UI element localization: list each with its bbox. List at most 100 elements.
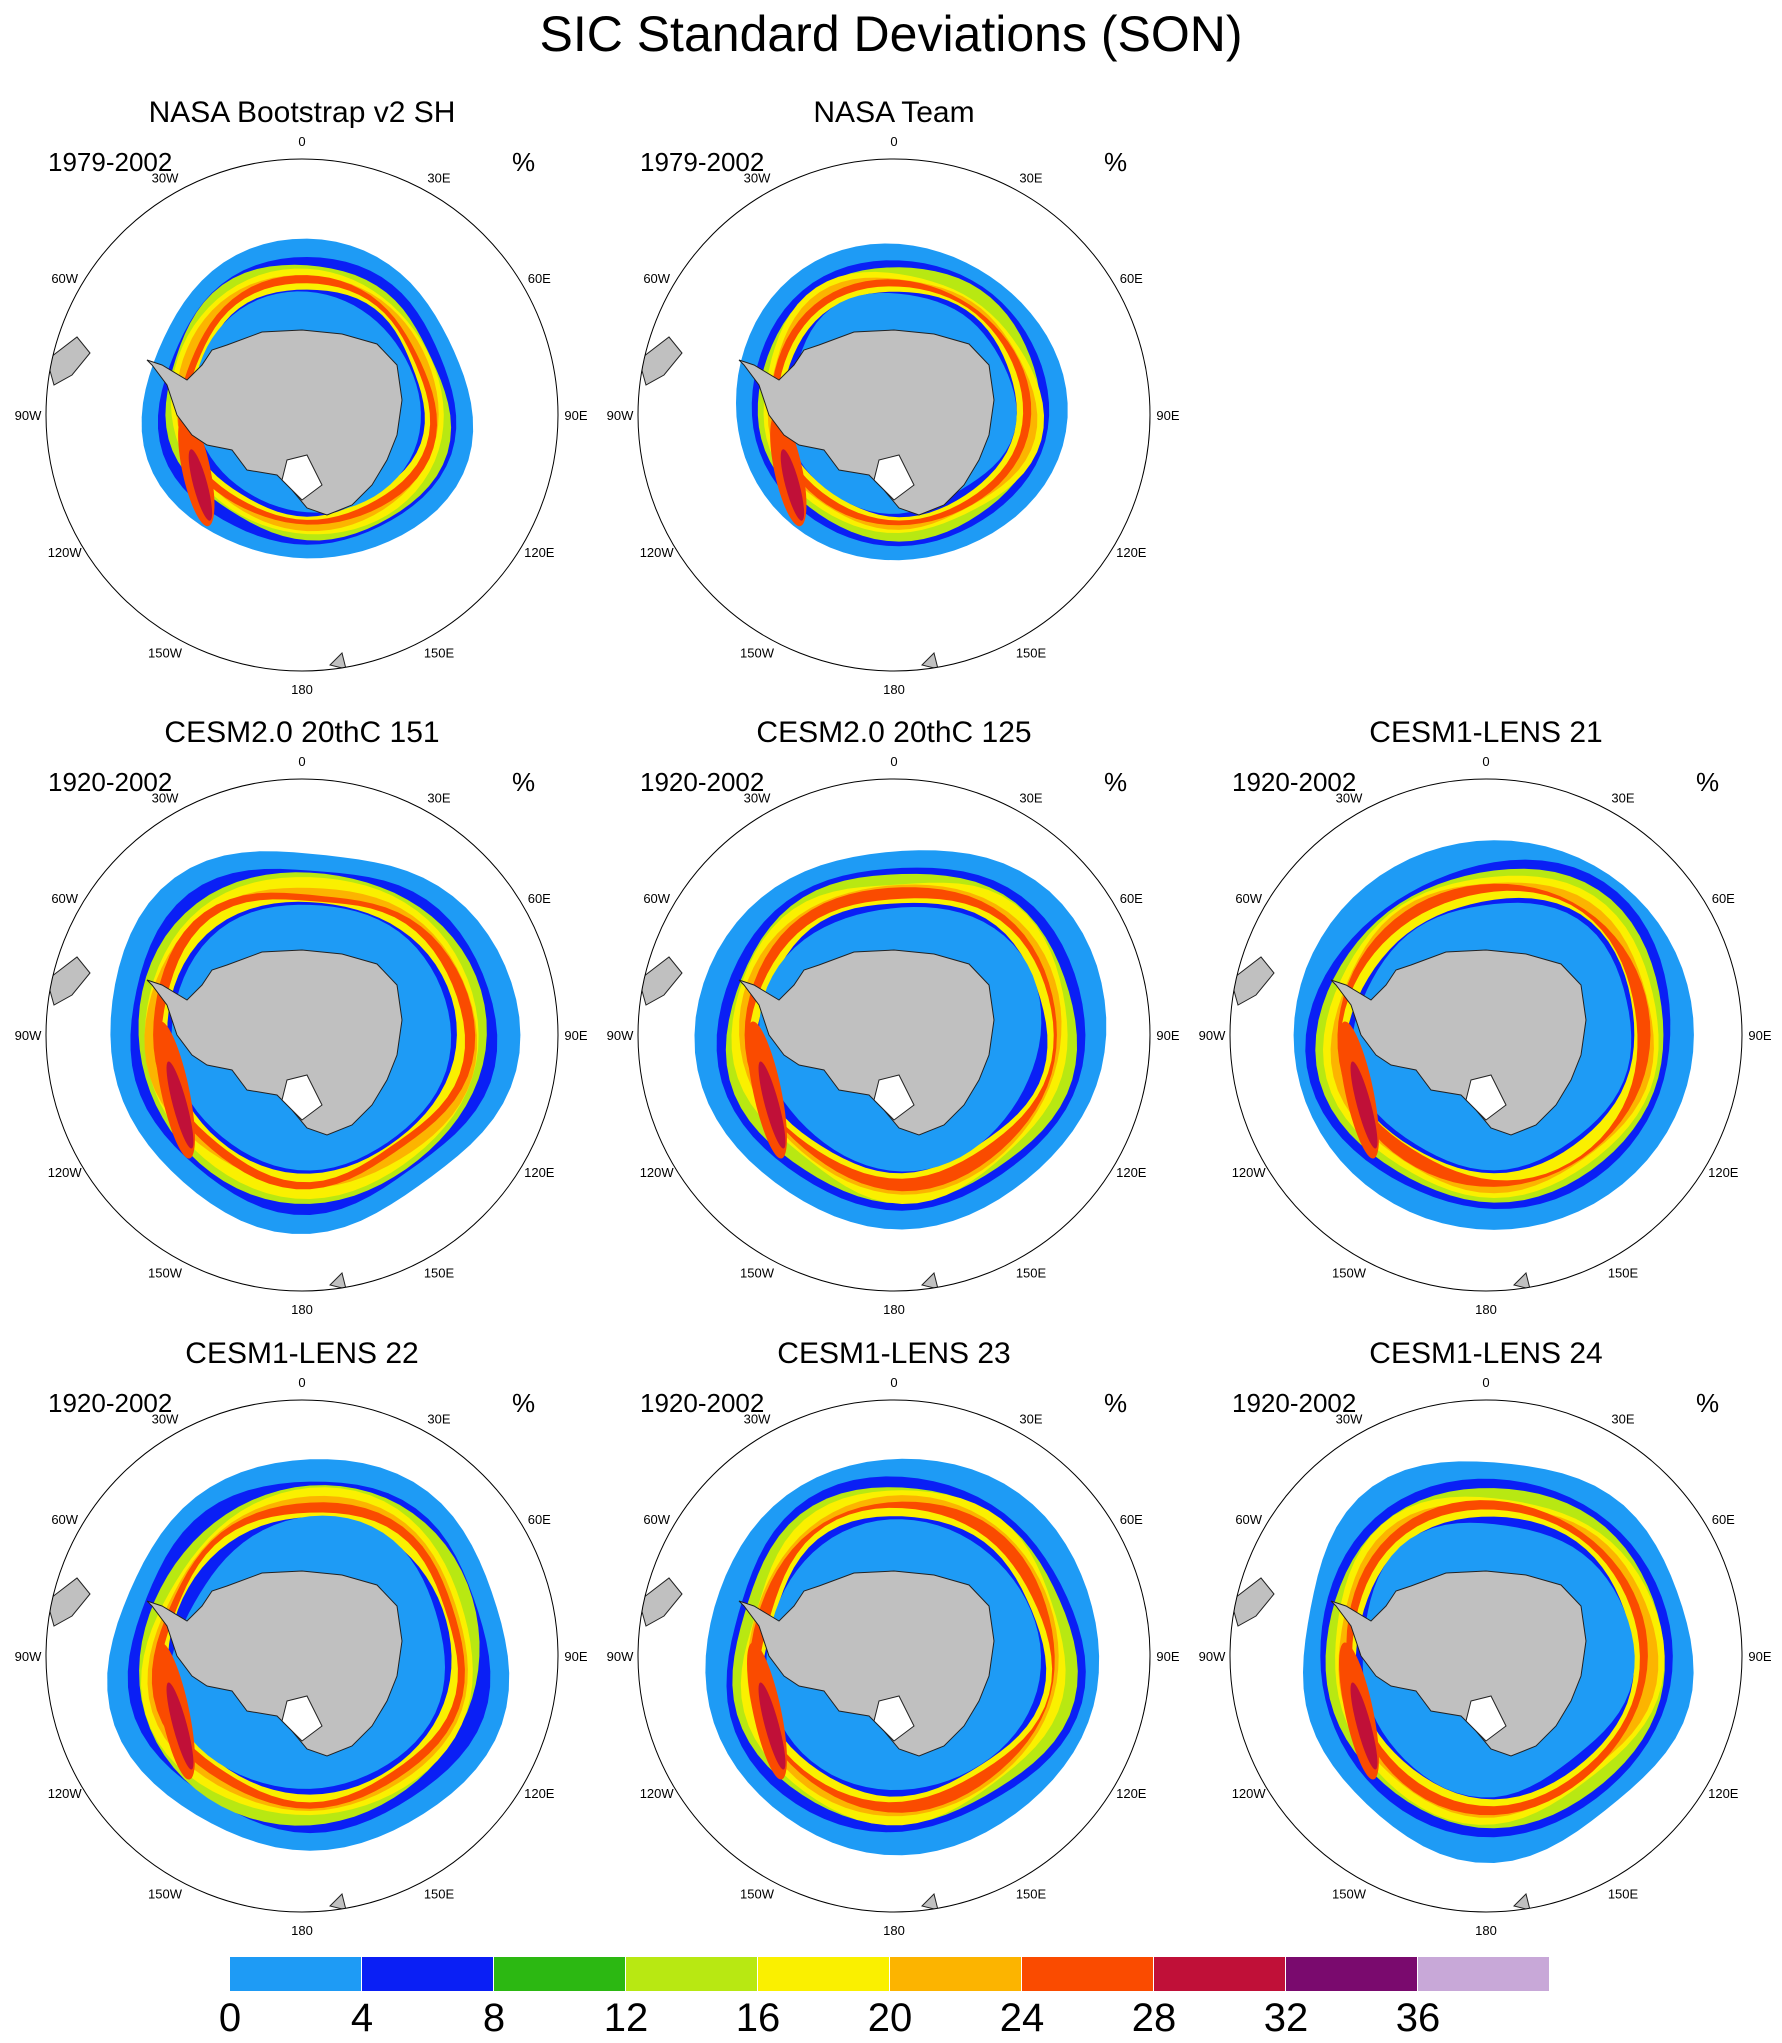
longitude-label: 30E — [1611, 791, 1634, 806]
longitude-label: 0 — [890, 134, 897, 149]
longitude-label: 180 — [291, 1923, 313, 1936]
map-boundary — [45, 158, 559, 672]
ross-ice-shelf — [873, 454, 915, 501]
longitude-label: 60W — [51, 891, 78, 906]
longitude-label: 150E — [1608, 1265, 1639, 1280]
longitude-label: 120E — [1708, 1786, 1739, 1801]
longitude-label: 30E — [427, 1412, 450, 1427]
panel-title: CESM2.0 20thC 125 — [756, 716, 1032, 749]
longitude-label: 30E — [1019, 1412, 1042, 1427]
longitude-label: 90E — [1748, 1649, 1771, 1664]
sic-field — [638, 779, 1150, 1291]
longitude-label: 90W — [1199, 1028, 1226, 1043]
map-panel: CESM2.0 20thC 151 1920-2002% 0 30E 60E 90E 120… — [2, 715, 602, 1315]
longitude-label: 120W — [48, 545, 83, 560]
longitude-label: 0 — [1482, 754, 1489, 769]
longitude-label: 30W — [744, 171, 771, 186]
ross-ice-shelf — [873, 1074, 915, 1121]
longitude-label: 180 — [291, 1302, 313, 1315]
panel-title: NASA Bootstrap v2 SH — [148, 96, 456, 129]
colorbar-tick-label: 28 — [1131, 1996, 1177, 2040]
longitude-label: 90W — [1199, 1649, 1226, 1664]
longitude-label: 30E — [1019, 171, 1042, 186]
longitude-label: 150W — [148, 645, 183, 660]
colorbar-tick-label: 0 — [218, 1996, 242, 2040]
panel-period: 1920-2002 — [48, 1388, 173, 1418]
colorbar-tick-label: 36 — [1395, 1996, 1441, 2040]
panel-period: 1920-2002 — [48, 767, 173, 797]
polar-map: 0 30E 60E 90E 120E 150E 180 150W 120W 90W 60W 30W — [607, 1375, 1180, 1936]
colorbar-segment — [1286, 1957, 1418, 1991]
south-america-landmass — [1230, 956, 1275, 1006]
longitude-label: 60W — [643, 1512, 670, 1527]
longitude-label: 60E — [1120, 271, 1143, 286]
south-america-landmass — [638, 956, 683, 1006]
panel-period: 1920-2002 — [1232, 767, 1357, 797]
panel-units: % — [1104, 767, 1128, 797]
ross-ice-shelf — [281, 454, 323, 501]
panel-period: 1920-2002 — [640, 1388, 765, 1418]
longitude-label: 120E — [1116, 545, 1147, 560]
panel-units: % — [1696, 1388, 1720, 1418]
colorbar-tick-label: 24 — [999, 1996, 1045, 2040]
longitude-label: 180 — [883, 682, 905, 695]
sic-field — [46, 159, 558, 671]
colorbar-segment — [758, 1957, 890, 1991]
new-zealand-landmass — [921, 652, 939, 670]
longitude-label: 30E — [1019, 791, 1042, 806]
colorbar-segment — [1418, 1957, 1550, 1991]
new-zealand-landmass — [329, 1272, 347, 1290]
longitude-label: 0 — [298, 134, 305, 149]
longitude-label: 150W — [1332, 1886, 1367, 1901]
longitude-label: 120W — [1232, 1165, 1267, 1180]
ross-ice-shelf — [281, 1074, 323, 1121]
polar-map: 0 30E 60E 90E 120E 150E 180 150W 120W 90W 60W 30W — [15, 1375, 588, 1936]
colorbar-tick-label: 4 — [350, 1996, 374, 2040]
longitude-label: 60W — [643, 271, 670, 286]
map-panel: CESM1-LENS 22 1920-2002% 0 30E 60E 90E 120E 150… — [2, 1336, 602, 1936]
panel-units: % — [1104, 147, 1128, 177]
longitude-label: 120W — [640, 1786, 675, 1801]
panel-title: CESM1-LENS 24 — [1369, 1337, 1603, 1370]
map-panel: CESM1-LENS 21 1920-2002% 0 30E 60E 90E 120E 150… — [1186, 715, 1782, 1315]
colorbar-segment — [1022, 1957, 1154, 1991]
colorbar-segment — [1154, 1957, 1286, 1991]
polar-map: 0 30E 60E 90E 120E 150E 180 150W 120W 90W 60W 30W — [15, 134, 588, 695]
longitude-label: 150W — [148, 1886, 183, 1901]
sic-field — [46, 1400, 558, 1912]
longitude-label: 120E — [524, 545, 555, 560]
ross-ice-shelf — [281, 1695, 323, 1742]
ross-ice-shelf — [1465, 1074, 1507, 1121]
longitude-label: 30W — [152, 1412, 179, 1427]
longitude-label: 180 — [291, 682, 313, 695]
map-boundary — [45, 1399, 559, 1913]
longitude-label: 150E — [424, 1265, 455, 1280]
map-panel: CESM1-LENS 24 1920-2002% 0 30E 60E 90E 120E 150… — [1186, 1336, 1782, 1936]
new-zealand-landmass — [329, 1893, 347, 1911]
longitude-label: 180 — [883, 1923, 905, 1936]
longitude-label: 60E — [1120, 1512, 1143, 1527]
longitude-label: 180 — [883, 1302, 905, 1315]
south-america-landmass — [638, 336, 683, 386]
sic-maximum-core — [758, 1061, 786, 1149]
sic-maximum-core — [758, 1682, 786, 1770]
longitude-label: 180 — [1475, 1302, 1497, 1315]
longitude-label: 90E — [1156, 1028, 1179, 1043]
panel-title: CESM1-LENS 21 — [1369, 716, 1603, 749]
colorbar-tick-label: 8 — [482, 1996, 506, 2040]
longitude-label: 60E — [528, 271, 551, 286]
longitude-label: 120E — [1116, 1786, 1147, 1801]
map-panel: NASA Team 1979-2002% 0 30E 60E 90E 120E 150E 180… — [594, 95, 1194, 695]
longitude-label: 120W — [640, 545, 675, 560]
longitude-label: 120W — [1232, 1786, 1267, 1801]
new-zealand-landmass — [921, 1893, 939, 1911]
longitude-label: 60W — [51, 271, 78, 286]
sic-maximum-core — [166, 1682, 194, 1770]
panel-units: % — [1104, 1388, 1128, 1418]
sic-maximum-core — [188, 449, 213, 521]
longitude-label: 150W — [1332, 1265, 1367, 1280]
colorbar-segment — [626, 1957, 758, 1991]
longitude-label: 150E — [424, 1886, 455, 1901]
longitude-label: 0 — [890, 1375, 897, 1390]
polar-map: 0 30E 60E 90E 120E 150E 180 150W 120W 90W 60W 30W — [607, 754, 1180, 1315]
